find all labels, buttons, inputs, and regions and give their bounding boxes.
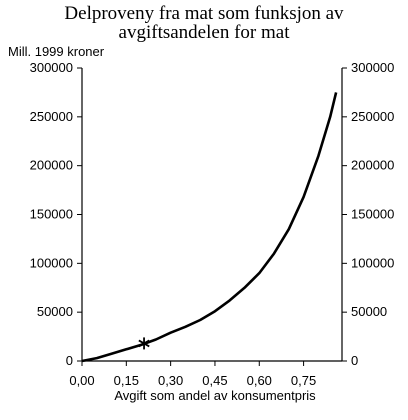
y-tick-label-right: 200000	[351, 158, 394, 173]
y-tick-label-left: 300000	[30, 60, 73, 75]
y-tick-label-right: 100000	[351, 255, 394, 270]
y-tick-label-left: 200000	[30, 158, 73, 173]
y-axis-label: Mill. 1999 kroner	[8, 44, 105, 59]
series-line	[81, 92, 338, 363]
x-tick-label: 0,30	[158, 373, 183, 388]
current-value-marker	[138, 337, 150, 350]
x-tick-label: 0,75	[291, 373, 316, 388]
x-tick-label: 0,00	[69, 373, 94, 388]
y-tick-label-left: 0	[66, 353, 73, 368]
chart-title-line-1: Delproveny fra mat som funksjon av	[64, 3, 344, 24]
chart-title-line-2: avgiftsandelen for mat	[118, 22, 290, 43]
y-tick-label-right: 300000	[351, 60, 394, 75]
y-tick-label-right: 0	[351, 353, 358, 368]
y-tick-label-right: 150000	[351, 207, 394, 222]
x-tick-label: 0,60	[247, 373, 272, 388]
y-tick-label-left: 100000	[30, 255, 73, 270]
x-tick-label: 0,45	[202, 373, 227, 388]
x-tick-label: 0,15	[114, 373, 139, 388]
y-tick-label-left: 50000	[37, 304, 73, 319]
y-tick-label-left: 150000	[30, 207, 73, 222]
y-tick-label-right: 250000	[351, 109, 394, 124]
x-axis-label: Avgift som andel av konsumentpris	[114, 388, 316, 403]
y-tick-label-right: 50000	[351, 304, 387, 319]
y-tick-label-left: 250000	[30, 109, 73, 124]
